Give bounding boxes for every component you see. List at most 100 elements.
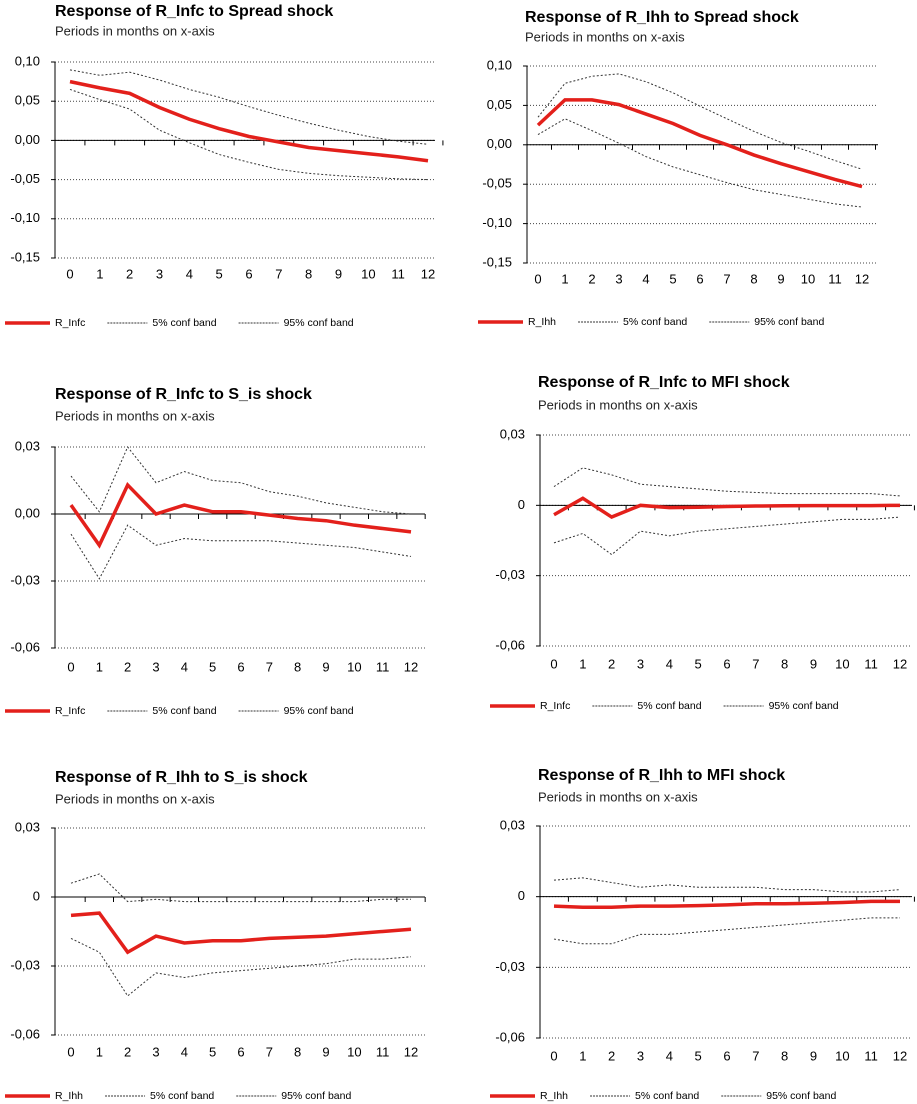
x-tick-label: 6 bbox=[723, 1048, 730, 1063]
chart-title: Response of R_Ihh to MFI shock bbox=[538, 767, 785, 784]
series-line bbox=[553, 899, 900, 910]
x-tick-label: 7 bbox=[266, 659, 273, 674]
y-tick-label: 0,05 bbox=[15, 93, 40, 108]
chart-subtitle: Periods in months on x-axis bbox=[538, 397, 698, 412]
x-tick-label: 2 bbox=[124, 659, 131, 674]
x-tick-label: 6 bbox=[237, 1044, 244, 1059]
legend-label: 95% conf band bbox=[284, 317, 354, 329]
y-tick-label: 0,03 bbox=[15, 819, 40, 834]
x-tick-label: 6 bbox=[696, 271, 703, 286]
x-tick-label: 3 bbox=[615, 271, 622, 286]
y-tick-label: -0,06 bbox=[495, 637, 525, 652]
x-tick-label: 12 bbox=[893, 656, 907, 671]
legend-label: 95% conf band bbox=[281, 1090, 351, 1102]
series-line bbox=[70, 524, 412, 580]
x-tick-label: 1 bbox=[96, 266, 103, 281]
chart-subtitle: Periods in months on x-axis bbox=[538, 789, 698, 804]
x-tick-label: 5 bbox=[695, 656, 702, 671]
x-tick-label: 0 bbox=[550, 656, 557, 671]
series-line bbox=[69, 69, 429, 145]
x-tick-label: 11 bbox=[864, 656, 878, 671]
x-tick-label: 8 bbox=[750, 271, 757, 286]
legend-label: R_Ihh bbox=[540, 1090, 568, 1102]
chart-title: Response of R_Ihh to S_is shock bbox=[55, 769, 308, 786]
x-tick-label: 4 bbox=[186, 266, 193, 281]
y-tick-label: -0,03 bbox=[495, 567, 525, 582]
x-tick-label: 5 bbox=[216, 266, 223, 281]
x-tick-label: 1 bbox=[579, 656, 586, 671]
x-tick-label: 11 bbox=[864, 1048, 878, 1063]
series-line bbox=[70, 937, 412, 997]
legend-label: 5% conf band bbox=[152, 705, 216, 717]
x-tick-label: 0 bbox=[550, 1048, 557, 1063]
series-line bbox=[536, 98, 863, 189]
x-tick-label: 1 bbox=[579, 1048, 586, 1063]
x-tick-label: 2 bbox=[608, 1048, 615, 1063]
x-tick-label: 7 bbox=[266, 1044, 273, 1059]
x-tick-label: 3 bbox=[152, 1044, 159, 1059]
y-tick-label: 0,03 bbox=[15, 438, 40, 453]
legend-label: 95% conf band bbox=[766, 1090, 836, 1102]
x-tick-label: 12 bbox=[855, 271, 869, 286]
x-tick-label: 9 bbox=[322, 1044, 329, 1059]
y-tick-label: -0,03 bbox=[10, 957, 40, 972]
y-tick-label: -0,15 bbox=[10, 249, 40, 264]
x-tick-label: 8 bbox=[294, 659, 301, 674]
chart-subtitle: Periods in months on x-axis bbox=[55, 408, 215, 423]
legend-label: 95% conf band bbox=[754, 316, 824, 328]
y-tick-label: -0,03 bbox=[10, 572, 40, 587]
series-line bbox=[553, 516, 901, 556]
y-tick-label: -0,10 bbox=[10, 210, 40, 225]
series-line bbox=[553, 917, 900, 945]
y-tick-label: -0,06 bbox=[10, 639, 40, 654]
x-tick-label: 0 bbox=[534, 271, 541, 286]
y-tick-label: 0,03 bbox=[500, 426, 525, 441]
y-tick-label: -0,10 bbox=[482, 215, 512, 230]
x-tick-label: 4 bbox=[666, 656, 673, 671]
x-tick-label: 10 bbox=[347, 1044, 361, 1059]
x-tick-label: 11 bbox=[828, 271, 842, 286]
legend-label: 95% conf band bbox=[769, 700, 839, 712]
x-tick-label: 8 bbox=[305, 266, 312, 281]
x-tick-label: 3 bbox=[637, 1048, 644, 1063]
chart-title: Response of R_Infc to MFI shock bbox=[538, 374, 790, 391]
y-tick-label: 0 bbox=[518, 497, 525, 512]
x-tick-label: 10 bbox=[835, 1048, 849, 1063]
y-tick-label: 0,00 bbox=[15, 132, 40, 147]
legend-label: 5% conf band bbox=[150, 1090, 214, 1102]
series-line bbox=[69, 481, 412, 549]
x-tick-label: 12 bbox=[404, 1044, 418, 1059]
x-tick-label: 1 bbox=[96, 1044, 103, 1059]
x-tick-label: 0 bbox=[67, 659, 74, 674]
y-tick-label: 0 bbox=[518, 888, 525, 903]
y-tick-label: -0,15 bbox=[482, 254, 512, 269]
series-line bbox=[537, 118, 863, 208]
x-tick-label: 4 bbox=[666, 1048, 673, 1063]
y-tick-label: 0,00 bbox=[487, 136, 512, 151]
x-tick-label: 6 bbox=[723, 656, 730, 671]
x-tick-label: 9 bbox=[810, 1048, 817, 1063]
x-tick-label: 8 bbox=[294, 1044, 301, 1059]
y-tick-label: -0,03 bbox=[495, 959, 525, 974]
y-tick-label: 0 bbox=[33, 888, 40, 903]
legend-label: R_Ihh bbox=[528, 316, 556, 328]
x-tick-label: 6 bbox=[237, 659, 244, 674]
x-tick-label: 9 bbox=[810, 656, 817, 671]
x-tick-label: 12 bbox=[893, 1048, 907, 1063]
legend-label: 5% conf band bbox=[152, 317, 216, 329]
series-line bbox=[70, 446, 412, 515]
x-tick-label: 8 bbox=[781, 656, 788, 671]
x-tick-label: 7 bbox=[723, 271, 730, 286]
chart-title: Response of R_Infc to S_is shock bbox=[55, 386, 312, 403]
x-tick-label: 0 bbox=[67, 1044, 74, 1059]
legend-label: 95% conf band bbox=[284, 705, 354, 717]
legend-label: R_Infc bbox=[540, 700, 570, 712]
x-tick-label: 10 bbox=[347, 659, 361, 674]
legend-label: 5% conf band bbox=[623, 316, 687, 328]
x-tick-label: 10 bbox=[801, 271, 815, 286]
series-line bbox=[537, 73, 863, 170]
legend-label: R_Infc bbox=[55, 317, 85, 329]
series-line bbox=[553, 877, 901, 893]
x-tick-label: 0 bbox=[66, 266, 73, 281]
